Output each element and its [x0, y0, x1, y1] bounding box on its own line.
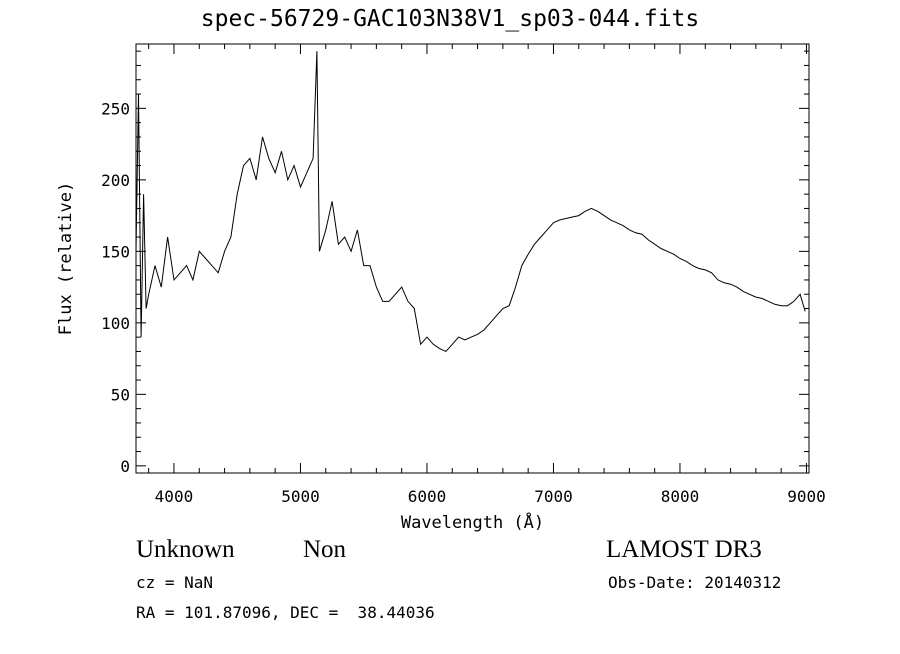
survey-label: LAMOST DR3 [606, 536, 762, 563]
spectrum-line [135, 51, 806, 353]
object-subtype-label: Non [303, 536, 347, 563]
x-tick-label: 8000 [661, 487, 700, 506]
obs-date-label: Obs-Date: 20140312 [608, 573, 782, 592]
object-type-label: Unknown [136, 536, 235, 563]
redshift-label: cz = NaN [136, 573, 214, 592]
plot-frame [135, 43, 810, 474]
coordinates-label: RA = 101.87096, DEC = 38.44036 [136, 603, 435, 622]
y-tick-label: 200 [101, 171, 130, 190]
axis-tick-labels: 4000 5000 6000 7000 8000 9000 0 50 100 150 200 250 [101, 99, 826, 506]
x-tick-label: 6000 [408, 487, 447, 506]
y-tick-label: 250 [101, 99, 130, 118]
x-tick-label: 5000 [281, 487, 320, 506]
y-tick-label: 0 [120, 457, 130, 476]
x-tick-label: 4000 [155, 487, 194, 506]
y-axis-label: Flux (relative) [56, 182, 76, 336]
y-tick-label: 50 [111, 385, 130, 404]
x-tick-label: 9000 [787, 487, 826, 506]
y-tick-label: 100 [101, 314, 130, 333]
x-tick-label: 7000 [534, 487, 573, 506]
y-tick-label: 150 [101, 242, 130, 261]
x-axis-label: Wavelength (Å) [401, 511, 544, 533]
chart-title: spec-56729-GAC103N38V1_sp03-044.fits [200, 6, 700, 32]
axis-ticks [136, 44, 809, 473]
